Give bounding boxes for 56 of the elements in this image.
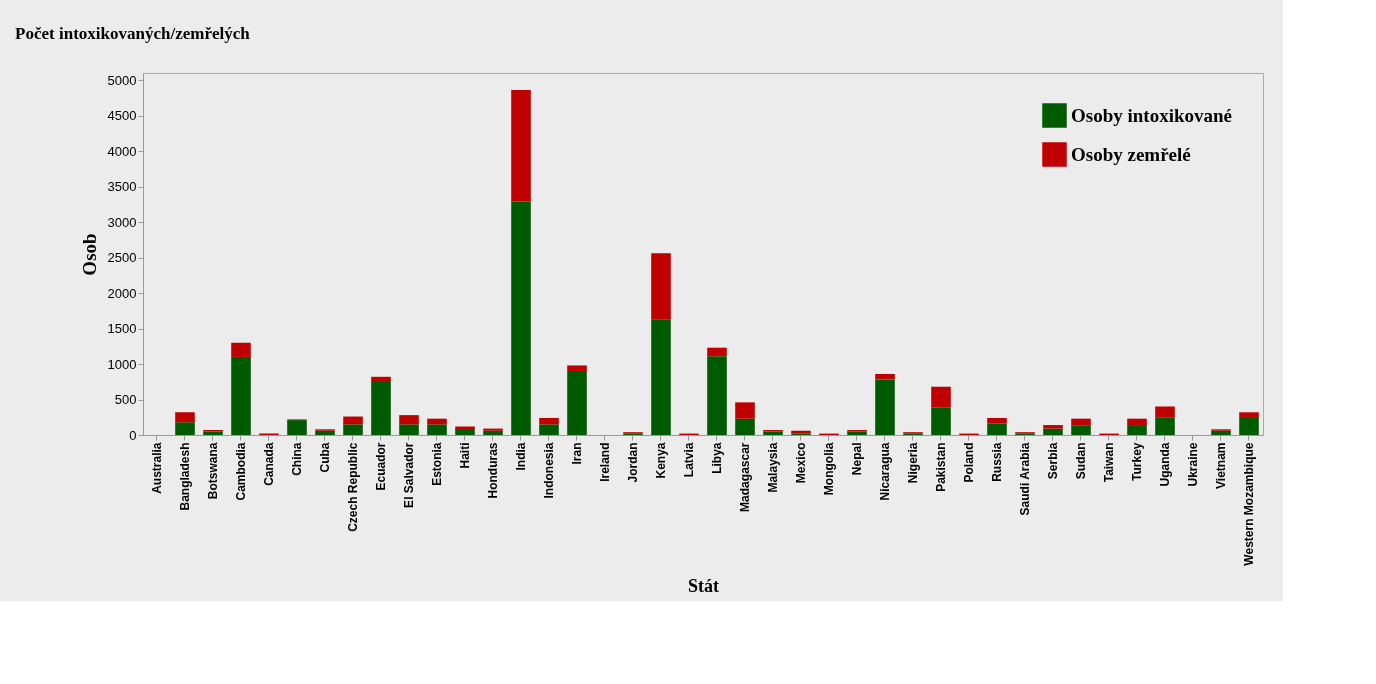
x-tick-label: Jordan (626, 442, 640, 483)
x-tick-label: Serbia (1046, 442, 1060, 480)
x-tick-label: Malaysia (766, 442, 780, 493)
x-tick-label: Cuba (318, 442, 332, 473)
x-axis-title: Stát (688, 575, 719, 596)
y-tick-label: 3000 (107, 214, 137, 230)
x-tick-label: Iran (570, 442, 584, 465)
y-axis-title: Osob (78, 233, 100, 276)
chart-title: Počet intoxikovaných/zemřelých (15, 24, 251, 43)
legend-label: Osoby intoxikované (1071, 104, 1233, 126)
x-tick-label: Cambodia (234, 442, 248, 501)
y-tick-label: 1500 (107, 321, 137, 337)
x-tick-label: Bangladesh (178, 442, 192, 511)
x-tick-label: Turkey (1130, 442, 1144, 481)
y-tick-label: 4500 (107, 108, 137, 124)
x-tick-label: Libya (710, 442, 724, 474)
x-tick-label: Latvia (682, 442, 696, 478)
x-tick-label: Kenya (654, 442, 668, 479)
x-tick-label: Western Mozambique (1242, 442, 1256, 566)
x-tick-label: Haiti (458, 442, 472, 469)
y-tick-label: 3500 (107, 179, 137, 195)
y-tick-label: 500 (114, 392, 137, 408)
legend-label: Osoby zemřelé (1071, 143, 1191, 165)
x-tick-label: Taiwan (1102, 442, 1116, 483)
x-tick-label: Australia (150, 442, 164, 494)
x-tick-label: Poland (962, 442, 976, 483)
x-tick-label: Russia (990, 442, 1004, 482)
y-tick-label: 4000 (107, 143, 137, 159)
x-tick-label: Botswana (206, 442, 220, 500)
x-tick-label: Saudi Arabia (1018, 442, 1032, 516)
x-tick-label: Honduras (486, 442, 500, 499)
x-tick-label: India (514, 442, 528, 471)
x-tick-label: Estonia (430, 442, 444, 486)
y-tick-label: 1000 (107, 356, 137, 372)
x-tick-label: Ukraine (1186, 442, 1200, 487)
x-tick-label: Ireland (598, 442, 612, 482)
x-tick-label: Czech Republic (346, 442, 360, 532)
y-tick-label: 0 (129, 427, 137, 443)
y-tick-label: 2500 (107, 250, 137, 266)
x-tick-label: Nigeria (906, 442, 920, 484)
y-tick-label: 2000 (107, 285, 137, 301)
y-tick-label: 5000 (107, 72, 137, 88)
x-tick-label: Canada (262, 442, 276, 486)
x-tick-label: China (290, 442, 304, 476)
x-tick-label: Nepal (850, 442, 864, 476)
x-tick-label: Sudan (1074, 442, 1088, 480)
x-tick-label: El Salvador (402, 442, 416, 508)
x-tick-label: Ecuador (374, 442, 388, 491)
x-tick-label: Pakistan (934, 442, 948, 492)
x-tick-label: Indonesia (542, 442, 556, 499)
x-tick-label: Nicaragua (878, 442, 892, 501)
x-tick-label: Mongolia (822, 442, 836, 496)
x-tick-label: Vietnam (1214, 442, 1228, 489)
x-tick-label: Uganda (1158, 442, 1172, 487)
x-tick-label: Madagascar (738, 442, 752, 512)
x-tick-label: Mexico (794, 442, 808, 484)
